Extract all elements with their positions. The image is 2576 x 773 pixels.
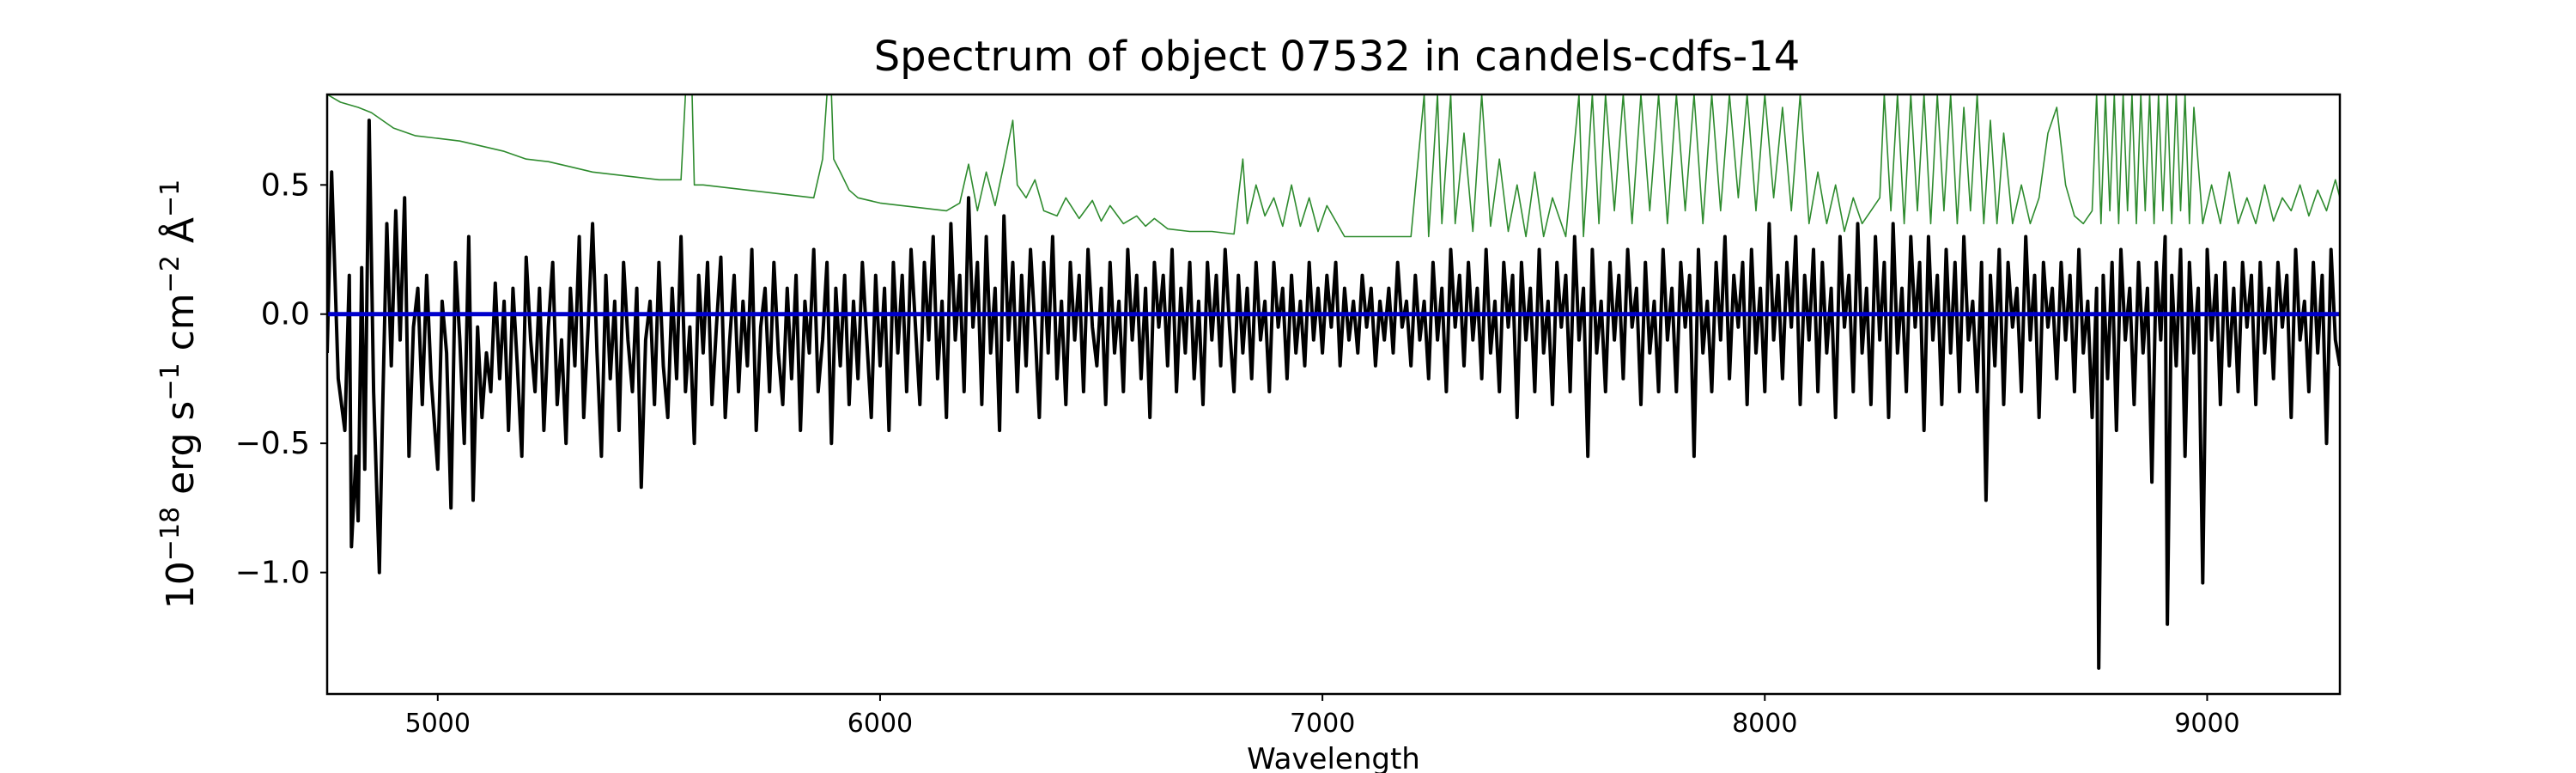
x-tick-label: 7000 bbox=[1290, 709, 1355, 739]
y-axis-label: 10−18 erg s−1 cm−2 Å−1 bbox=[155, 180, 204, 609]
y-tick-label: 0.0 bbox=[261, 297, 310, 332]
x-tick-label: 5000 bbox=[405, 709, 471, 739]
x-tick-label: 6000 bbox=[848, 709, 913, 739]
flux-line bbox=[327, 119, 2340, 670]
chart-title: Spectrum of object 07532 in candels-cdfs… bbox=[874, 33, 1801, 81]
y-axis: −1.0 −0.5 0.0 0.5 bbox=[235, 167, 327, 591]
flux-series-layer bbox=[327, 119, 2340, 670]
plot-area bbox=[325, 93, 2342, 696]
x-axis-label: Wavelength bbox=[1247, 742, 1420, 773]
x-tick-label: 9000 bbox=[2174, 709, 2239, 739]
error-series-layer bbox=[327, 94, 2340, 238]
y-tick-label: −1.0 bbox=[235, 556, 310, 591]
plot-frame bbox=[325, 93, 2342, 696]
x-tick-label: 8000 bbox=[1732, 709, 1797, 739]
error-line bbox=[327, 94, 2340, 238]
x-axis: 5000 6000 7000 8000 9000 bbox=[405, 694, 2240, 739]
y-tick-label: 0.5 bbox=[261, 167, 310, 203]
y-tick-label: −0.5 bbox=[235, 426, 310, 461]
